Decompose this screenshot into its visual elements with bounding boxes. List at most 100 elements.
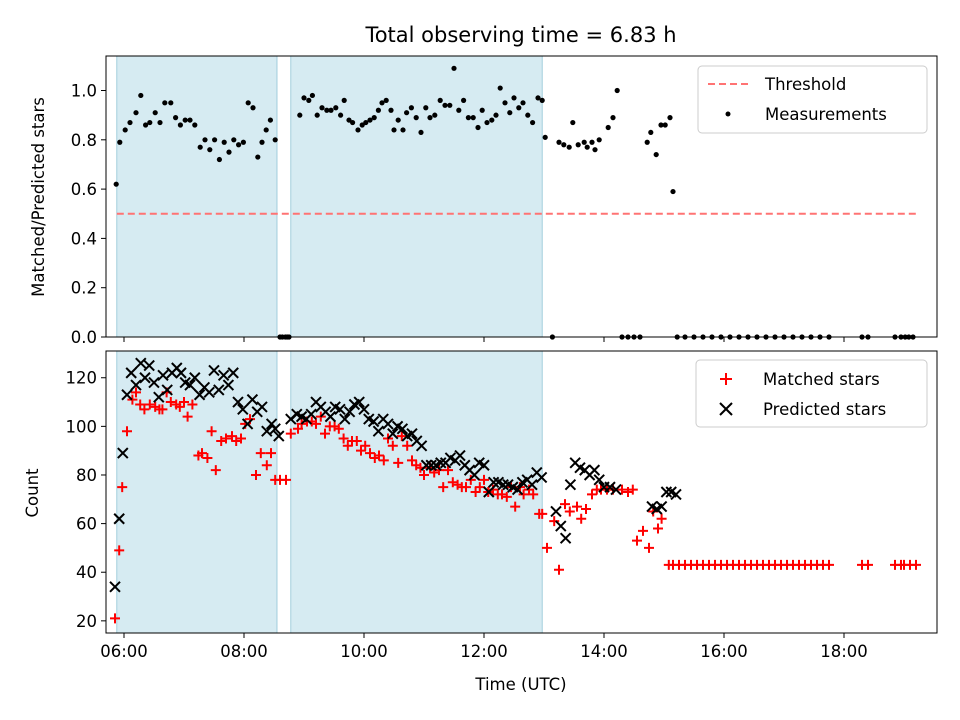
- measurement-point: [408, 105, 414, 111]
- measurement-point: [197, 144, 203, 150]
- predicted-star-point: [232, 396, 244, 408]
- matched-star-point: [644, 542, 654, 553]
- predicted-star-point: [324, 410, 337, 423]
- bottom-y-axis-label: Count: [23, 468, 42, 518]
- predicted-star-point: [135, 357, 147, 369]
- bottom-legend-box: [695, 359, 928, 428]
- observing-window-band: [116, 55, 278, 338]
- predicted-star-point: [358, 403, 370, 416]
- measurement-point: [383, 97, 389, 103]
- matched-star-point: [393, 457, 404, 468]
- matched-star-point: [396, 431, 407, 442]
- bottom-x-ticks: 06:00 08:00 10:00 12:00 14:00 16:00 18:00: [100, 633, 868, 661]
- y-tick-label: 0.0: [71, 328, 97, 347]
- measurement-point: [202, 137, 208, 143]
- measurement-point: [605, 124, 611, 131]
- matched-star-point: [564, 506, 575, 517]
- measurement-point: [584, 144, 590, 150]
- predicted-star-point: [415, 440, 428, 452]
- predicted-star-point: [511, 483, 524, 496]
- matched-star-point: [863, 559, 873, 570]
- matched-star-point: [251, 469, 261, 480]
- predicted-star-point: [217, 369, 230, 382]
- y-tick-label: 0.6: [71, 180, 97, 199]
- measurement-point: [168, 100, 174, 106]
- predicted-star-point: [117, 447, 129, 459]
- measurement-point: [314, 112, 320, 118]
- measurement-point: [207, 147, 213, 153]
- measurement-point: [267, 117, 273, 123]
- matched-star-point: [510, 501, 521, 512]
- measurement-point: [556, 139, 562, 145]
- measurement-point: [221, 139, 227, 145]
- matched-star-point: [210, 465, 221, 476]
- measurement-point: [589, 139, 595, 145]
- observing-window-band: [290, 55, 543, 338]
- measurement-point: [581, 139, 587, 145]
- measurement-point: [497, 85, 503, 91]
- top-x-ticks: [123, 337, 845, 342]
- bottom-observing-windows: [116, 350, 543, 634]
- predicted-star-point: [660, 486, 673, 498]
- predicted-star-point: [468, 469, 481, 481]
- measurement-point: [324, 107, 330, 113]
- matched-star-point: [656, 513, 667, 524]
- predicted-star-point: [497, 478, 509, 491]
- predicted-star-point: [420, 459, 433, 471]
- y-tick-label: 60: [76, 515, 97, 534]
- measurement-point: [502, 100, 508, 106]
- x-tick-label: 08:00: [220, 642, 268, 661]
- y-tick-label: 80: [76, 466, 97, 485]
- measurement-point: [391, 127, 397, 133]
- measurement-point: [648, 129, 654, 136]
- matched-star-point: [127, 394, 138, 405]
- measurement-point: [350, 119, 356, 126]
- bottom-legend: Matched stars Predicted stars: [695, 359, 928, 428]
- matched-star-point: [474, 482, 485, 493]
- predicted-star-point: [148, 376, 160, 389]
- predicted-star-point: [189, 372, 201, 384]
- measurement-point: [570, 119, 576, 126]
- predicted-star-point: [334, 403, 346, 416]
- measurement-point: [333, 105, 339, 111]
- matched-star-point: [333, 423, 344, 434]
- measurement-point: [614, 87, 620, 94]
- matched-star-point: [374, 450, 384, 461]
- predicted-star-point: [143, 359, 155, 372]
- measurement-point: [493, 112, 499, 118]
- predicted-star-point: [113, 513, 125, 525]
- matched-star-point: [114, 545, 125, 556]
- matched-star-point: [443, 465, 453, 476]
- legend-measurements-swatch: [725, 111, 731, 117]
- matched-star-point: [576, 513, 587, 524]
- measurement-point: [388, 107, 394, 113]
- measurement-point: [240, 139, 246, 145]
- matched-star-point: [236, 433, 246, 444]
- measurement-point: [520, 100, 526, 106]
- measurement-point: [670, 188, 676, 195]
- matched-star-point: [461, 482, 471, 493]
- predicted-star-point: [125, 367, 137, 379]
- measurement-point: [592, 147, 598, 153]
- measurement-point: [427, 115, 433, 121]
- matched-star-point: [537, 508, 548, 519]
- measurement-point: [263, 127, 269, 133]
- predicted-star-point: [555, 520, 567, 532]
- legend-predicted-label: Predicted stars: [763, 400, 886, 419]
- matched-star-point: [144, 399, 155, 410]
- predicted-star-point: [222, 379, 235, 391]
- chart-title: Total observing time = 6.83 h: [364, 23, 676, 47]
- predicted-star-point: [372, 425, 385, 437]
- matched-star-point: [623, 487, 633, 497]
- measurement-point: [152, 110, 158, 116]
- matched-star-point: [261, 460, 272, 471]
- top-observing-windows: [116, 55, 543, 338]
- measurement-point: [418, 129, 424, 136]
- predicted-star-point: [161, 384, 173, 396]
- top-panel: 0.0 0.2 0.4 0.6 0.8 1.0 Total observing time …: [29, 23, 938, 347]
- measurement-point: [610, 115, 616, 121]
- measurement-point: [231, 137, 237, 143]
- top-y-axis-label: Matched/Predicted stars: [29, 97, 48, 297]
- predicted-star-point: [339, 413, 351, 425]
